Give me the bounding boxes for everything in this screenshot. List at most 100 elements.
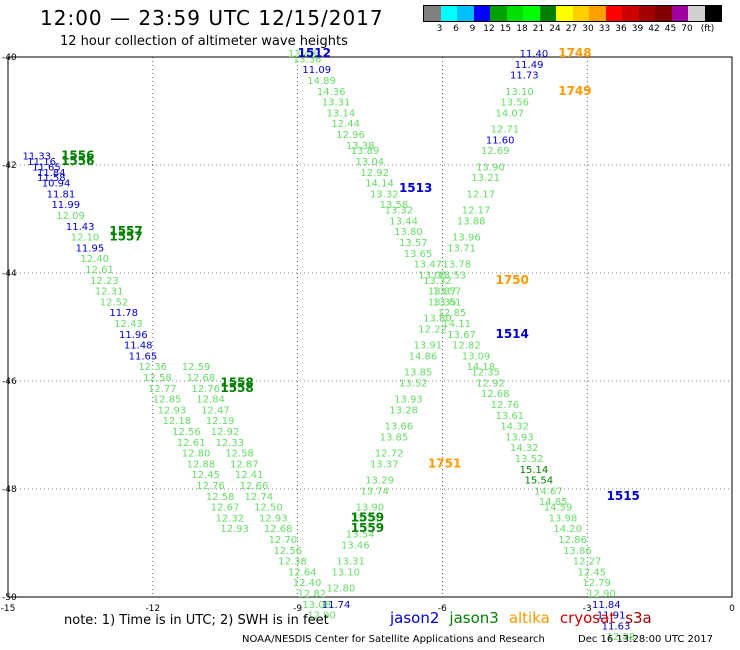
swh-value: 13.89: [351, 146, 380, 157]
x-tick-label: -12: [145, 604, 160, 614]
swh-value: 14.20: [553, 524, 582, 535]
swh-value: 12.32: [216, 513, 245, 524]
swh-value: 13.10: [505, 87, 534, 98]
scale-label: 15: [499, 24, 512, 34]
swh-value: 12.58: [206, 492, 235, 503]
swh-value: 12.18: [162, 416, 191, 427]
swh-value: 12.41: [235, 470, 264, 481]
swh-value: 12.93: [220, 524, 249, 535]
swh-value: 13.90: [476, 162, 505, 173]
swh-value: 14.07: [495, 108, 524, 119]
swh-value: 13.31: [336, 557, 365, 568]
swh-value: 12.96: [336, 130, 365, 141]
swh-value: 11.09: [302, 65, 331, 76]
swh-value: 11.96: [119, 330, 148, 341]
scale-label: 12: [483, 24, 495, 34]
swh-value: 12.33: [216, 438, 245, 449]
swh-value: 13.32: [370, 189, 399, 200]
x-tick-label: 0: [729, 604, 735, 614]
map-frame: [7, 56, 733, 598]
swh-value: 13.32: [423, 276, 452, 287]
scale-label: 24: [549, 24, 561, 34]
track-label: 1559: [351, 521, 384, 535]
scale-swatch: [424, 6, 441, 21]
scale-label: 39: [631, 24, 644, 34]
swh-value: 14.36: [317, 87, 346, 98]
scale-swatch: [457, 6, 474, 21]
swh-value: 12.68: [264, 524, 293, 535]
swh-value: 12.58: [225, 449, 254, 460]
y-tick-label: -46: [2, 377, 17, 387]
track-label: 1749: [558, 84, 591, 98]
scale-swatch: [572, 6, 589, 21]
swh-value: 13.32: [384, 206, 413, 217]
scale-swatch: [704, 6, 721, 21]
swh-value: 14.11: [442, 319, 471, 330]
swh-value: 13.56: [500, 98, 529, 109]
y-tick-label: -48: [2, 485, 17, 495]
swh-value: 11.60: [486, 135, 515, 146]
scale-label: 45: [664, 24, 677, 34]
scale-label: 33: [598, 24, 611, 34]
swh-value: 12.56: [273, 546, 302, 557]
track-label: 1514: [495, 327, 528, 341]
swh-value: 12.69: [481, 146, 510, 157]
scale-label: 27: [565, 24, 578, 34]
x-tick-label: -15: [1, 604, 16, 614]
scale-swatch: [671, 6, 688, 21]
swh-labels: 13.4813.3611.0914.8914.3613.3113.1412.44…: [22, 49, 635, 643]
x-tick-label: -9: [293, 604, 302, 614]
swh-value: 13.52: [515, 454, 544, 465]
scale-swatch: [622, 6, 639, 21]
swh-value: 12.17: [467, 189, 496, 200]
swh-value: 14.32: [510, 443, 539, 454]
swh-value: 12.59: [182, 362, 211, 373]
swh-value: 12.40: [80, 254, 109, 265]
swh-value: 13.46: [341, 540, 370, 551]
swh-value: 14.86: [409, 351, 438, 362]
swh-value: 12.22: [418, 324, 447, 335]
swh-value: 14.14: [365, 179, 394, 190]
swh-value: 12.47: [201, 405, 230, 416]
swh-value: 13.90: [356, 503, 385, 514]
swh-value: 11.65: [129, 351, 158, 362]
swh-value: 13.85: [404, 368, 433, 379]
track-labels: 1512 1513 1514 1515 1748 1749 1750 1751 15561556…: [61, 46, 640, 535]
swh-value: 11.99: [51, 200, 80, 211]
legend-cryosat: cryosat: [559, 609, 616, 627]
scale-swatch: [605, 6, 622, 21]
swh-value: 12.58: [143, 373, 172, 384]
scale-label: 42: [648, 24, 660, 34]
swh-value: 12.40: [293, 578, 322, 589]
color-scale-labels: 3 6 9 12 15 18 21 24 27 30 33 36 39 42 45 70 (ft): [423, 24, 740, 36]
swh-value: 13.91: [413, 341, 442, 352]
swh-value: 12.27: [573, 557, 602, 568]
swh-value: 13.65: [404, 249, 433, 260]
swh-value: 11.16: [27, 157, 56, 168]
legend-s3a: s3a: [625, 609, 652, 627]
x-tick-label: -3: [583, 604, 592, 614]
swh-value: 12.38: [278, 557, 307, 568]
y-tick-label: -44: [2, 269, 17, 279]
swh-value: 12.36: [138, 362, 167, 373]
y-tick-label: -40: [2, 53, 17, 63]
swh-value: 12.09: [56, 211, 85, 222]
swh-value: 14.85: [539, 497, 568, 508]
swh-value: 12.52: [100, 297, 129, 308]
swh-value: 11.84: [37, 168, 66, 179]
swh-value: 12.80: [327, 584, 356, 595]
swh-value: 13.29: [365, 476, 394, 487]
scale-swatch: [539, 6, 556, 21]
scale-swatch: [490, 6, 507, 21]
swh-value: 12.31: [95, 287, 124, 298]
scale-swatch: [638, 6, 655, 21]
swh-value: 13.67: [447, 330, 476, 341]
swh-value: 11.33: [22, 152, 51, 163]
swh-value: 12.92: [476, 378, 505, 389]
swh-value: 13.44: [389, 216, 418, 227]
swh-value: 12.72: [375, 449, 404, 460]
swh-value: 12.68: [187, 373, 216, 384]
y-tick-label: -42: [2, 161, 17, 171]
scale-label: 18: [516, 24, 528, 34]
swh-value: 15.14: [520, 465, 549, 476]
